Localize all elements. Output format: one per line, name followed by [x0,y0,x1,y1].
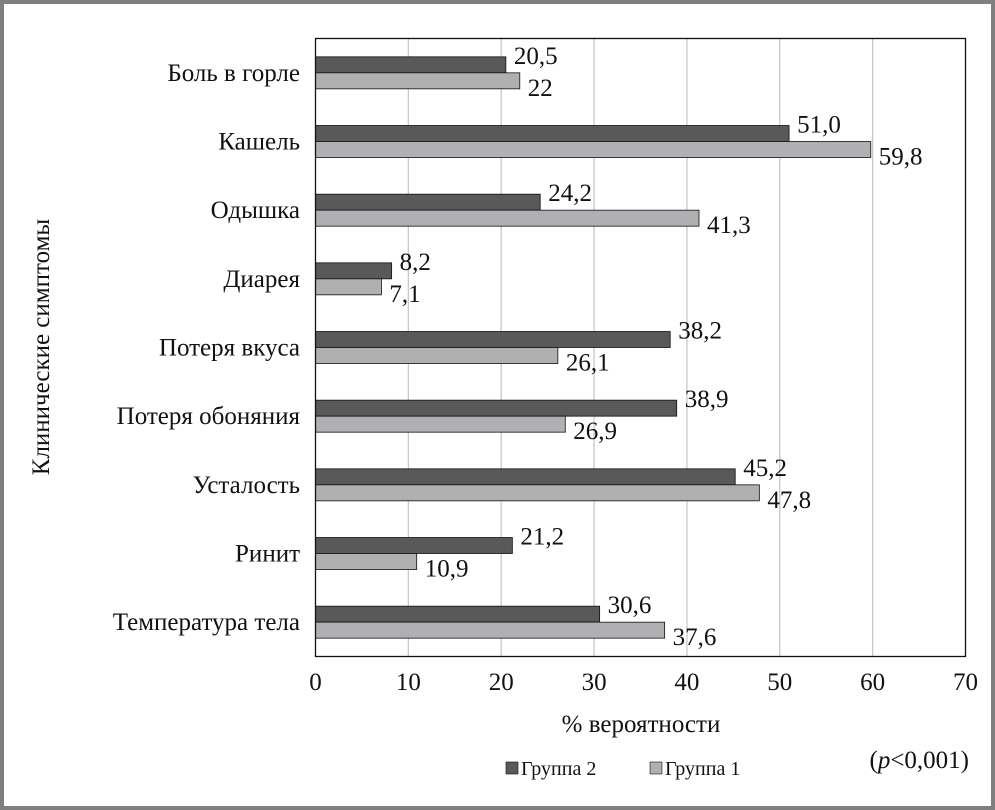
category-label: Температура тела [113,609,300,636]
data-label: 22 [528,75,553,102]
data-label: 26,9 [573,418,617,445]
plot-border [314,37,967,658]
x-tick-label: 70 [953,669,978,696]
bar-group1 [315,278,382,296]
bar-group2 [315,605,601,623]
data-label: 26,1 [566,350,610,377]
data-label: 38,9 [685,386,729,413]
data-label: 20,5 [514,43,558,70]
bar-group1 [315,347,559,364]
bar-group1 [315,415,566,433]
legend: Группа 2 Группа 1 [505,758,740,780]
y-axis-label: Клинические симптомы [28,219,55,476]
bar-group1 [315,484,760,502]
category-label: Боль в горле [167,60,300,87]
data-label: 45,2 [743,455,787,482]
bar-group1 [315,72,521,90]
bar-group1 [315,141,872,158]
data-label: 47,8 [767,487,811,514]
category-label: Усталость [193,472,300,499]
bar-group1 [315,209,700,227]
category-label: Потеря обоняния [117,403,301,430]
legend-label-group2: Группа 2 [521,758,596,780]
data-label: 10,9 [425,556,469,583]
data-label: 24,2 [548,180,592,207]
bar-group2 [315,399,678,417]
category-label: Кашель [218,129,300,156]
x-tick-label: 10 [396,669,421,696]
data-label: 59,8 [879,144,923,171]
bar-group2 [315,537,513,554]
x-tick-label: 20 [489,669,514,696]
data-label: 21,2 [520,524,564,551]
category-label: Потеря вкуса [159,335,300,362]
legend-swatch-group2 [505,761,519,775]
data-label: 38,2 [678,318,722,345]
bar-group2 [315,468,736,486]
x-tick-label: 60 [860,669,885,696]
data-label: 7,1 [389,281,420,308]
x-tick-label: 0 [309,669,322,696]
legend-swatch-group1 [649,761,663,775]
bar-group1 [315,621,666,639]
p-value-annotation: (p<0,001) [869,747,969,774]
data-label: 30,6 [608,592,652,619]
x-axis-label: % вероятности [562,711,721,738]
bar-group1 [315,553,418,570]
category-label: Одышка [211,197,300,224]
bar-group2 [315,331,671,348]
data-label: 8,2 [400,249,431,276]
x-tick-label: 30 [582,669,607,696]
bar-group2 [315,262,393,280]
x-tick-label: 40 [674,669,699,696]
data-label: 37,6 [673,624,717,651]
bar-group2 [315,125,790,142]
bar-group2 [315,56,507,74]
data-label: 51,0 [797,112,841,139]
category-label: Ринит [235,541,300,568]
category-label: Диарея [223,266,300,293]
x-tick-label: 50 [767,669,792,696]
data-label: 41,3 [707,212,751,239]
legend-label-group1: Группа 1 [665,758,740,780]
bar-group2 [315,193,541,211]
